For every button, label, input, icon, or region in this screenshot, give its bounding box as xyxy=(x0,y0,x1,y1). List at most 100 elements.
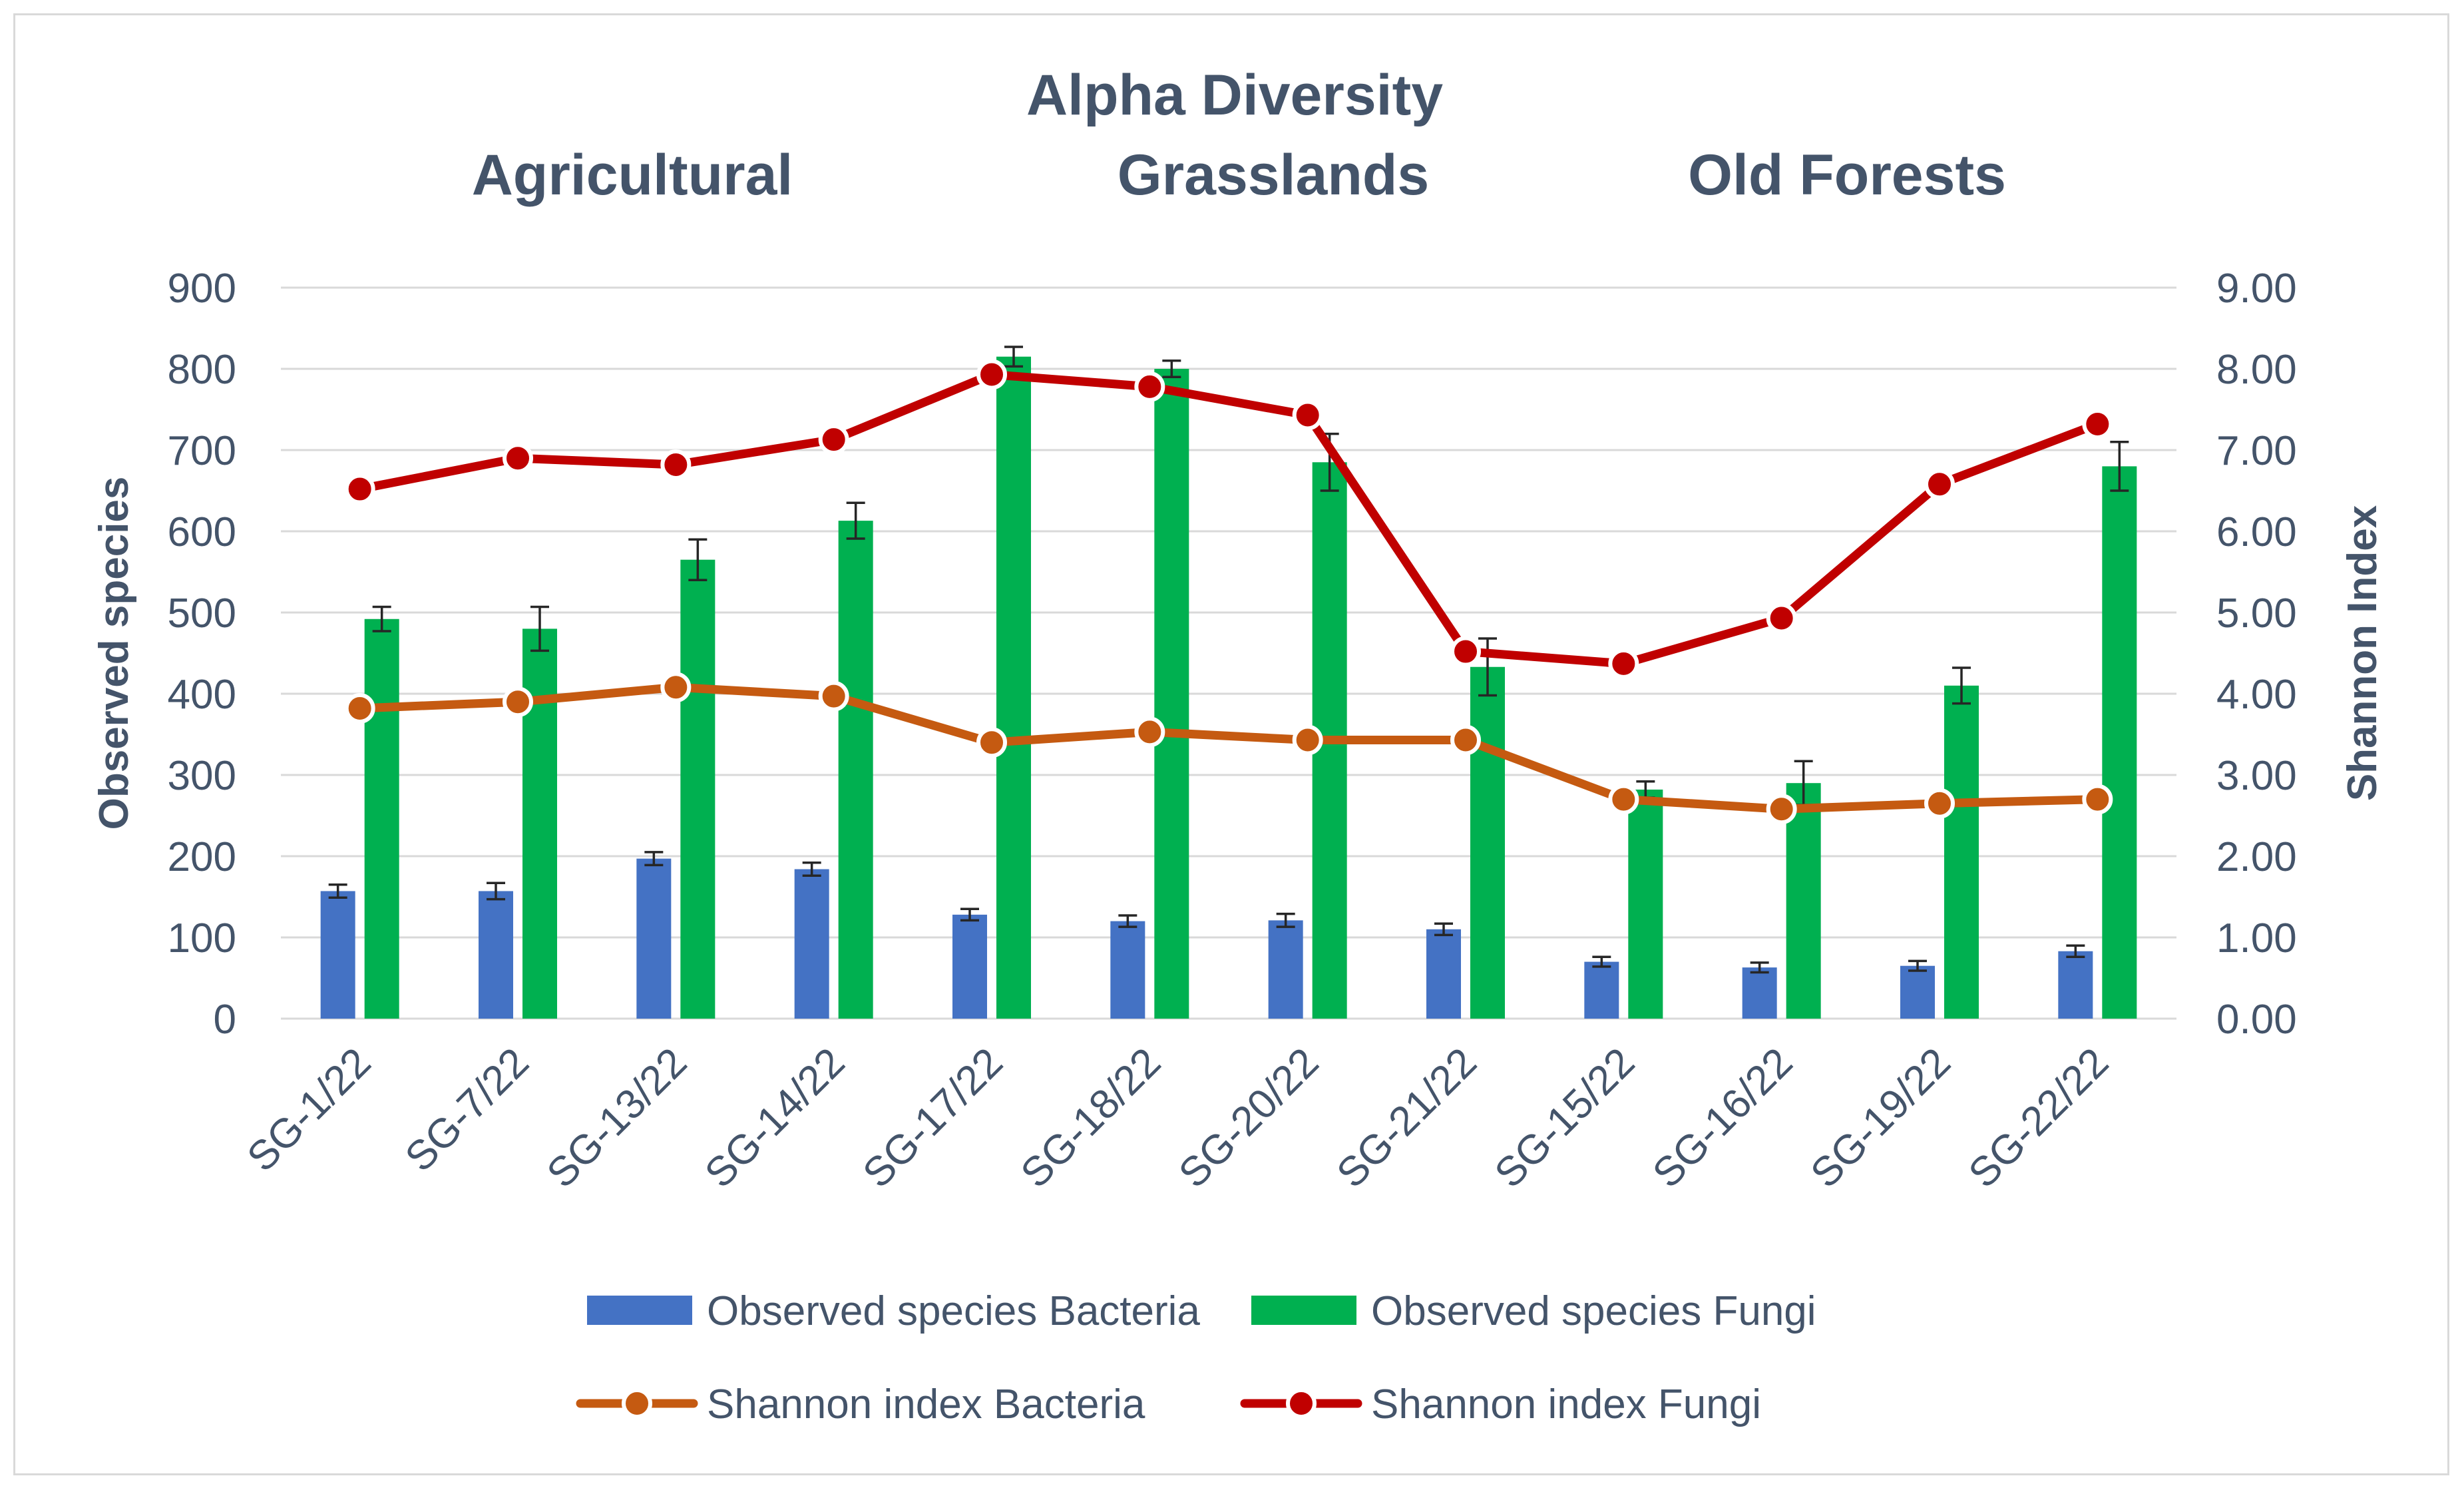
bar-bacteria xyxy=(636,858,672,1019)
legend-swatch xyxy=(1251,1296,1356,1325)
y2-tick-label: 0.00 xyxy=(2216,997,2297,1043)
x-tick-label: SG-17/22 xyxy=(854,1039,1011,1196)
bar-fungi xyxy=(680,559,716,1019)
marker-shannon-fungi xyxy=(1292,399,1323,431)
bar-bacteria xyxy=(1268,920,1303,1019)
marker-shannon-bacteria xyxy=(660,672,692,703)
marker-shannon-fungi xyxy=(1924,469,1955,500)
bar-bacteria xyxy=(952,914,987,1019)
gridlines xyxy=(281,286,2176,1020)
x-tick-label: SG-20/22 xyxy=(1170,1039,1327,1196)
markers xyxy=(344,359,2113,825)
x-tick-label: SG-18/22 xyxy=(1012,1039,1169,1196)
error-bars xyxy=(328,346,2129,974)
marker-shannon-fungi xyxy=(344,473,375,505)
y-tick-label: 0 xyxy=(214,997,236,1043)
marker-shannon-bacteria xyxy=(344,692,375,724)
y-tick-label: 600 xyxy=(168,509,236,555)
y2-tick-label: 3.00 xyxy=(2216,753,2297,799)
bar-bacteria xyxy=(1742,967,1777,1019)
bar-bacteria xyxy=(1584,961,1619,1019)
group-label-old-forests: Old Forests xyxy=(1688,143,2006,207)
bar-fungi xyxy=(522,628,557,1019)
legend-item-2: Shannon index Bacteria xyxy=(576,1381,1145,1427)
y2-tick-label: 5.00 xyxy=(2216,591,2297,636)
y-tick-label: 500 xyxy=(168,591,236,636)
marker-shannon-fungi xyxy=(818,424,849,455)
y2-tick-label: 6.00 xyxy=(2216,509,2297,555)
bar-fungi xyxy=(1470,666,1505,1019)
y-tick-label: 700 xyxy=(168,428,236,474)
marker-shannon-bacteria xyxy=(1450,724,1481,756)
legend: Observed species Bacteria Observed specie… xyxy=(576,1288,1816,1427)
y-axis-title: Observed species xyxy=(91,477,137,830)
x-tick-label: SG-16/22 xyxy=(1644,1039,1801,1196)
legend-swatch-marker xyxy=(622,1388,652,1419)
legend-label: Shannon index Fungi xyxy=(1371,1381,1761,1427)
x-tick-label: SG-19/22 xyxy=(1802,1039,1959,1196)
x-tick-label: SG-7/22 xyxy=(397,1039,538,1180)
chart-frame xyxy=(13,13,2449,1475)
marker-shannon-bacteria xyxy=(1924,788,1955,819)
bar-fungi xyxy=(1786,783,1821,1019)
marker-shannon-bacteria xyxy=(2082,784,2113,815)
bar-fungi xyxy=(2102,466,2137,1019)
bar-bacteria xyxy=(1900,965,1935,1019)
y-tick-label: 400 xyxy=(168,672,236,718)
x-tick-label: SG-15/22 xyxy=(1486,1039,1643,1196)
line-shannon-bacteria xyxy=(355,682,2102,814)
y2-tick-label: 1.00 xyxy=(2216,915,2297,961)
y-tick-label: 200 xyxy=(168,834,236,880)
chart-title: Alpha Diversity xyxy=(1026,63,1443,127)
marker-shannon-fungi xyxy=(976,359,1007,390)
y-tick-label: 100 xyxy=(168,915,236,961)
group-label-agricultural: Agricultural xyxy=(472,143,793,207)
bar-bacteria xyxy=(320,891,355,1019)
bar-fungi xyxy=(1154,369,1189,1019)
bar-fungi xyxy=(364,619,399,1019)
marker-shannon-bacteria xyxy=(976,727,1007,758)
legend-item-1: Observed species Fungi xyxy=(1251,1288,1816,1334)
y2-tick-label: 2.00 xyxy=(2216,834,2297,880)
bar-fungi xyxy=(1944,685,1979,1019)
x-tick-label: SG-13/22 xyxy=(538,1039,696,1196)
y2-tick-label: 4.00 xyxy=(2216,672,2297,718)
marker-shannon-fungi xyxy=(660,449,692,480)
legend-label: Shannon index Bacteria xyxy=(707,1381,1145,1427)
marker-shannon-bacteria xyxy=(1608,784,1639,815)
bar-bacteria xyxy=(1426,929,1461,1019)
bar-bacteria xyxy=(1110,921,1145,1019)
marker-shannon-fungi xyxy=(1134,371,1165,402)
marker-shannon-fungi xyxy=(1450,636,1481,667)
x-tick-label: SG-14/22 xyxy=(696,1039,853,1196)
bar-bacteria xyxy=(479,891,513,1019)
marker-shannon-bacteria xyxy=(1134,716,1165,748)
legend-label: Observed species Bacteria xyxy=(707,1288,1200,1334)
lines xyxy=(355,370,2102,814)
legend-item-3: Shannon index Fungi xyxy=(1240,1381,1761,1427)
bars xyxy=(320,356,2137,1019)
y2-tick-label: 7.00 xyxy=(2216,428,2297,474)
y2-tick-label: 8.00 xyxy=(2216,347,2297,393)
marker-shannon-fungi xyxy=(1608,648,1639,679)
legend-item-0: Observed species Bacteria xyxy=(587,1288,1200,1334)
bar-fungi xyxy=(1628,789,1663,1019)
legend-label: Observed species Fungi xyxy=(1371,1288,1816,1334)
y2-axis-title: Shannon Index xyxy=(2340,505,2385,801)
marker-shannon-bacteria xyxy=(1766,794,1797,825)
marker-shannon-bacteria xyxy=(503,686,533,718)
x-tick-label: SG-1/22 xyxy=(239,1039,380,1180)
legend-swatch-marker xyxy=(1286,1388,1317,1419)
marker-shannon-fungi xyxy=(503,443,533,474)
y-tick-label: 900 xyxy=(168,266,236,312)
bar-bacteria xyxy=(794,869,829,1019)
bar-fungi xyxy=(996,356,1031,1019)
legend-swatch xyxy=(587,1296,692,1325)
x-tick-label: SG-21/22 xyxy=(1328,1039,1485,1196)
marker-shannon-fungi xyxy=(2082,408,2113,439)
y-tick-label: 300 xyxy=(168,753,236,799)
bar-bacteria xyxy=(2058,951,2093,1019)
x-tick-label: SG-22/22 xyxy=(1960,1039,2117,1196)
marker-shannon-bacteria xyxy=(818,680,849,712)
